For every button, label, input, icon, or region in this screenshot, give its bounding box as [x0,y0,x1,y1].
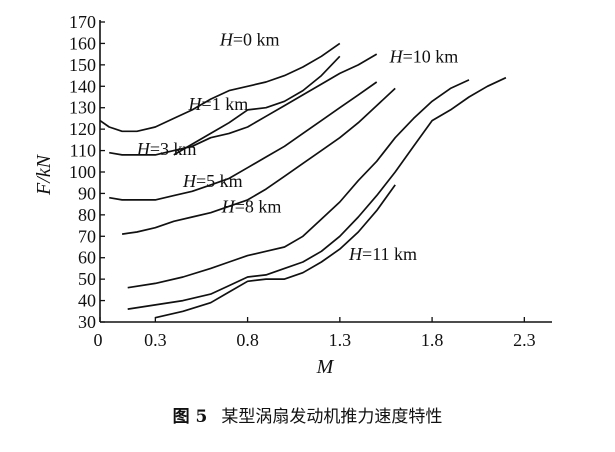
x-tick-label: 1.3 [329,330,352,350]
series-line [99,42,341,133]
series-line [127,76,507,310]
series-label: H=8 km [221,197,282,217]
y-tick-label: 150 [69,55,96,75]
x-tick-label: 0.8 [236,330,259,350]
series-line [155,184,396,319]
y-tick-label: 160 [69,33,96,53]
series-line [109,81,378,201]
figure-number: 图 5 [172,407,208,427]
series-label: H=10 km [389,47,459,67]
y-tick-label: 110 [70,141,96,161]
x-tick-label: 0 [94,330,103,350]
x-tick-label: 0.3 [144,330,167,350]
y-tick-label: 40 [78,291,96,311]
y-tick-label: 140 [69,76,96,96]
series-line [127,79,470,289]
series-line [121,87,396,235]
series-label: H=0 km [219,30,280,50]
y-tick-label: 80 [78,205,96,225]
y-tick-label: 70 [78,226,96,246]
series-lines [99,42,507,319]
series-line [173,55,341,156]
y-tick-label: 100 [69,162,96,182]
y-axis-title: F/kN [33,153,55,196]
series-label: H=3 km [136,139,197,159]
series-line [109,53,378,156]
figure-caption-text: 某型涡扇发动机推力速度特性 [221,407,443,427]
series-labels: H=0 km H=1 km H=3 km H=5 km H=8 km H=10 km H=1… [136,30,458,264]
series-label: H=1 km [188,94,249,114]
x-tick-label: 1.8 [421,330,444,350]
y-tick-label: 50 [78,269,96,289]
x-axis-title: M [316,356,335,378]
y-tick-label: 90 [78,183,96,203]
figure-caption: 图 5 某型涡扇发动机推力速度特性 [0,402,615,427]
y-tick-label: 60 [78,248,96,268]
series-label: H=5 km [182,171,243,191]
x-tick-label: 2.3 [513,330,536,350]
y-tick-label: 130 [69,98,96,118]
y-tick-label: 30 [78,312,96,332]
y-tick-label: 120 [69,119,96,139]
series-label: H=11 km [348,244,417,264]
y-tick-label: 170 [69,12,96,32]
